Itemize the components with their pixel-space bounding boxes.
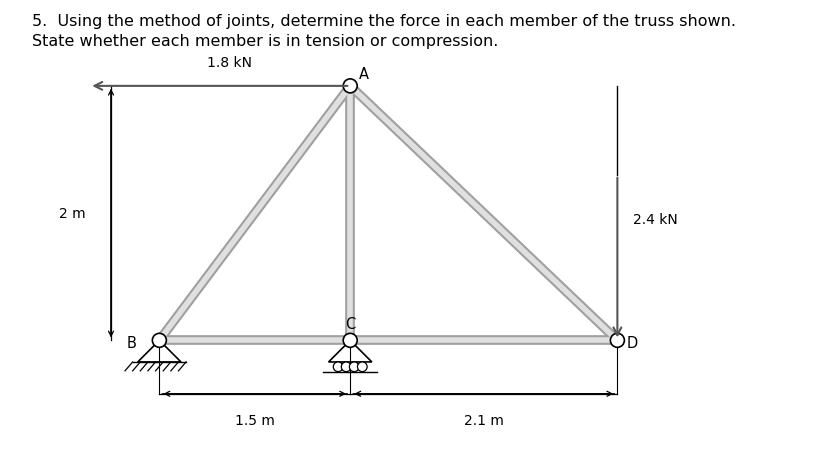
Circle shape (341, 362, 351, 372)
Text: 2.4 kN: 2.4 kN (633, 213, 677, 227)
Text: 2.1 m: 2.1 m (464, 413, 504, 427)
Text: C: C (345, 317, 355, 332)
Text: A: A (359, 67, 369, 82)
Text: D: D (626, 336, 637, 351)
Circle shape (344, 80, 357, 94)
Text: 1.8 kN: 1.8 kN (207, 56, 252, 70)
Text: B: B (127, 336, 137, 351)
Circle shape (344, 334, 357, 347)
Circle shape (153, 334, 166, 347)
Circle shape (610, 334, 625, 347)
Circle shape (334, 362, 343, 372)
Text: 5.  Using the method of joints, determine the force in each member of the truss : 5. Using the method of joints, determine… (32, 14, 736, 49)
Circle shape (349, 362, 359, 372)
Text: 2 m: 2 m (59, 207, 86, 221)
Circle shape (358, 362, 367, 372)
Text: 1.5 m: 1.5 m (235, 413, 274, 427)
